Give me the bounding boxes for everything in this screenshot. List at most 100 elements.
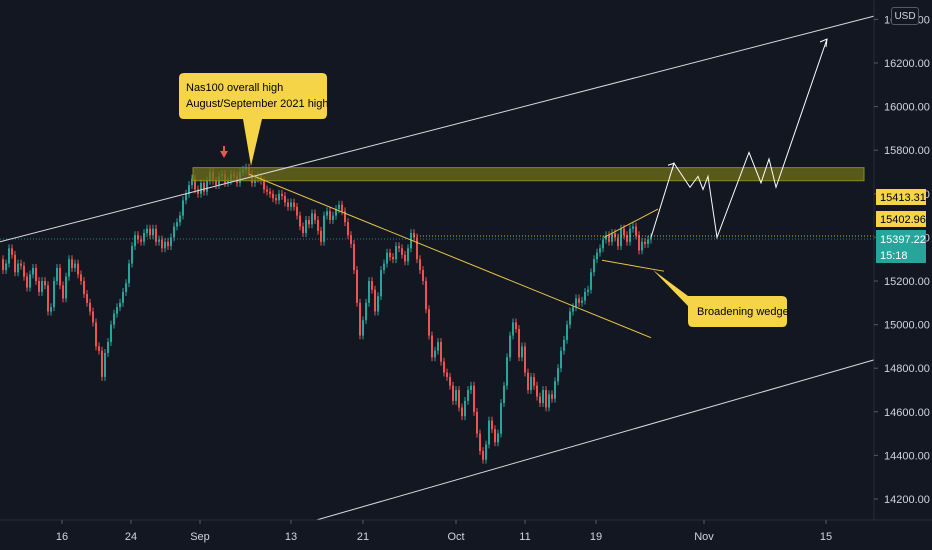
candle-body bbox=[410, 233, 412, 249]
candle-body bbox=[398, 246, 400, 249]
candle-body bbox=[323, 215, 325, 242]
candle-body bbox=[515, 322, 517, 329]
candle-body bbox=[296, 206, 298, 216]
candle-body bbox=[362, 320, 364, 336]
candle-body bbox=[365, 302, 367, 321]
candle-body bbox=[581, 300, 583, 303]
candle-body bbox=[536, 385, 538, 397]
price-tag-middle: 15402.96 bbox=[876, 211, 926, 227]
time-tick-label: 19 bbox=[590, 531, 602, 543]
candle-body bbox=[557, 368, 559, 382]
projection-arrowhead bbox=[819, 38, 828, 48]
candle-body bbox=[83, 281, 85, 295]
candle-body bbox=[143, 233, 145, 242]
candle-body bbox=[146, 228, 148, 234]
candle-body bbox=[65, 276, 67, 299]
candle-body bbox=[290, 202, 292, 207]
candle-body bbox=[386, 252, 388, 264]
candle-body bbox=[452, 385, 454, 401]
candle-body bbox=[104, 352, 106, 377]
candle-body bbox=[50, 307, 52, 312]
candle-body bbox=[368, 281, 370, 303]
time-axis-ticks: 16 24 Sep 13 21 Oct 11 19 Nov 15 bbox=[56, 520, 832, 543]
candle-body bbox=[314, 213, 316, 220]
candle-body bbox=[128, 263, 130, 284]
candle-body bbox=[443, 361, 445, 373]
candle-body bbox=[185, 193, 187, 201]
price-tick-label: 14600.00 bbox=[884, 407, 930, 419]
candle-body bbox=[626, 235, 628, 242]
candle-body bbox=[320, 230, 322, 242]
plot-area[interactable] bbox=[2, 163, 652, 464]
wedge-lower-line bbox=[601, 259, 665, 272]
candle-body bbox=[8, 248, 10, 264]
candle-body bbox=[476, 411, 478, 434]
upper-channel-line bbox=[0, 15, 875, 243]
candle-body bbox=[152, 228, 154, 236]
candle-body bbox=[491, 420, 493, 430]
candle-body bbox=[137, 235, 139, 240]
candle-body bbox=[524, 346, 526, 373]
time-tick-label: Nov bbox=[694, 531, 714, 543]
candle-body bbox=[629, 228, 631, 242]
candle-body bbox=[545, 390, 547, 408]
candle-body bbox=[110, 324, 112, 343]
candle-body bbox=[140, 239, 142, 242]
candle-body bbox=[635, 226, 637, 236]
candle-body bbox=[227, 180, 229, 183]
candle-body bbox=[134, 235, 136, 247]
candle-body bbox=[449, 376, 451, 386]
candle-body bbox=[5, 263, 7, 271]
time-axis[interactable] bbox=[0, 520, 932, 550]
candle-body bbox=[470, 385, 472, 390]
candle-body bbox=[347, 222, 349, 236]
candle-body bbox=[2, 259, 4, 271]
high-marker-arrow bbox=[220, 146, 228, 158]
candle-body bbox=[401, 248, 403, 255]
candle-body bbox=[311, 213, 313, 225]
currency-badge[interactable]: USD bbox=[891, 7, 919, 25]
candle-body bbox=[125, 283, 127, 292]
candle-body bbox=[275, 198, 277, 201]
candle-body bbox=[29, 274, 31, 288]
candle-body bbox=[200, 182, 202, 194]
candle-body bbox=[530, 376, 532, 390]
candle-body bbox=[299, 215, 301, 227]
candle-body bbox=[599, 248, 601, 253]
candle-body bbox=[404, 254, 406, 262]
candle-body bbox=[35, 267, 37, 281]
candle-body bbox=[287, 202, 289, 207]
candle-body bbox=[434, 350, 436, 358]
candle-body bbox=[344, 211, 346, 223]
candle-body bbox=[542, 390, 544, 404]
candle-body bbox=[572, 307, 574, 312]
candle-body bbox=[353, 243, 355, 271]
callout-high: Nas100 overall high August/September 202… bbox=[179, 73, 329, 166]
time-tick-label: 21 bbox=[357, 531, 369, 543]
candle-body bbox=[326, 211, 328, 216]
candle-body bbox=[203, 182, 205, 192]
candle-body bbox=[197, 189, 199, 194]
candle-body bbox=[650, 237, 652, 240]
candle-body bbox=[407, 248, 409, 262]
candle-body bbox=[47, 285, 49, 312]
time-tick-label: 13 bbox=[285, 531, 297, 543]
projection-arrowhead-first bbox=[667, 162, 675, 171]
candle-body bbox=[416, 237, 418, 260]
callout-wedge: Broadening wedge bbox=[653, 270, 789, 327]
candle-body bbox=[611, 233, 613, 242]
candle-body bbox=[80, 274, 82, 281]
price-tag-countdown-text: 15:18 bbox=[880, 250, 908, 262]
resistance-zone bbox=[192, 167, 865, 182]
price-tick-label: 15800.00 bbox=[884, 145, 930, 157]
candle-body bbox=[422, 270, 424, 281]
candle-body bbox=[527, 372, 529, 390]
candle-body bbox=[596, 252, 598, 260]
candle-body bbox=[107, 342, 109, 353]
candle-body bbox=[305, 219, 307, 234]
candle-body bbox=[431, 335, 433, 358]
candle-body bbox=[584, 291, 586, 301]
candle-body bbox=[32, 267, 34, 275]
